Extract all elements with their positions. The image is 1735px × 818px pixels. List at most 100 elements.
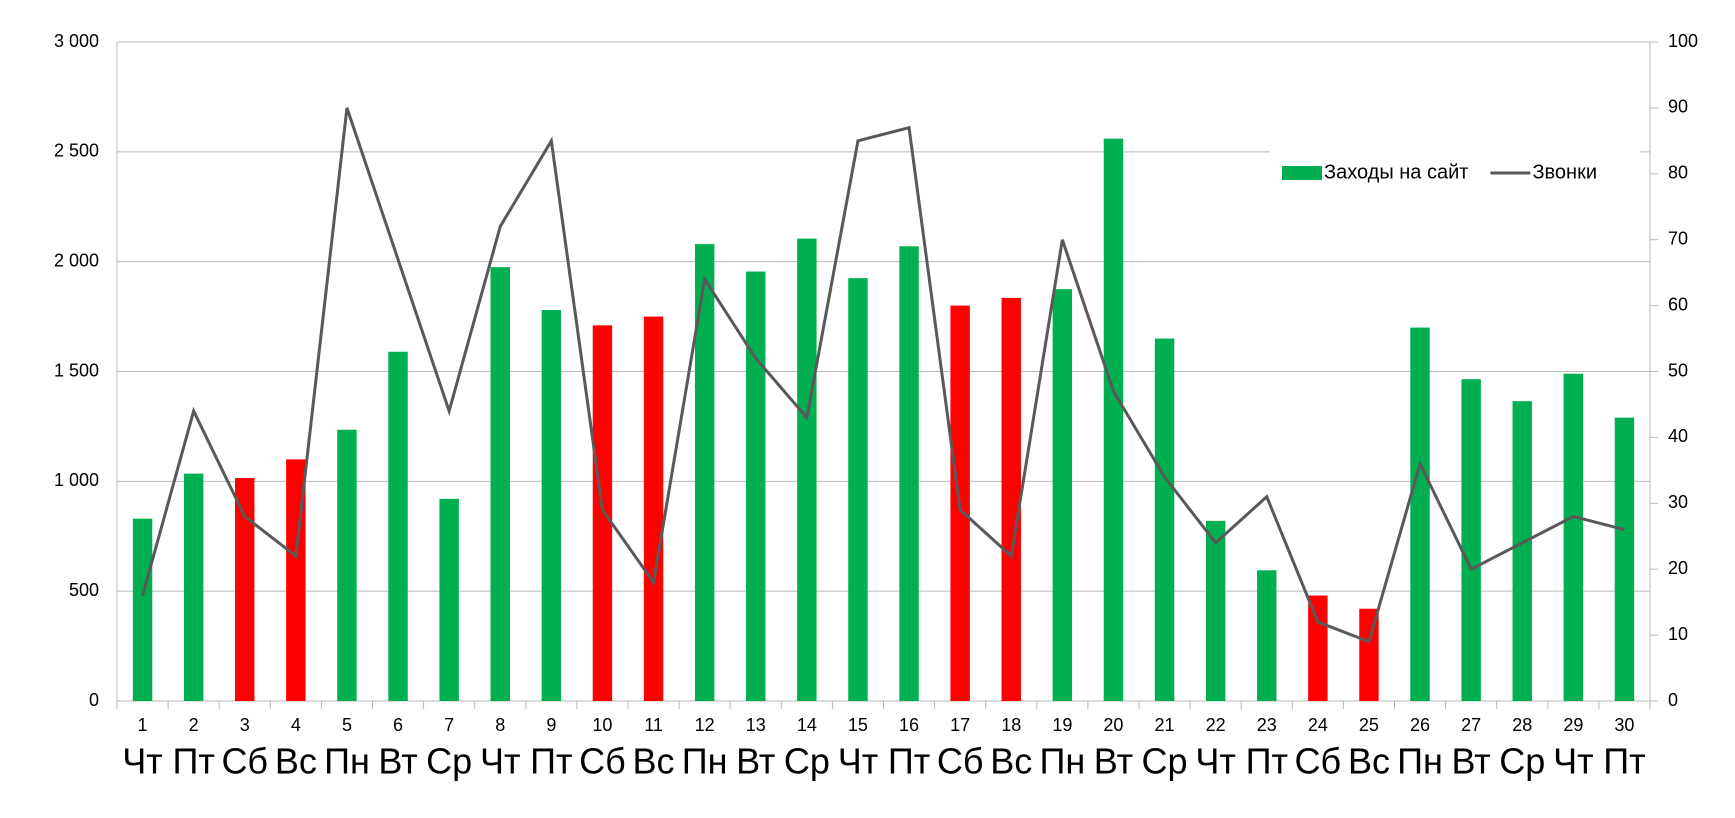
x-tick-label: 6 [393,715,403,735]
bar [1308,595,1328,701]
weekday-label: Чт [838,741,878,782]
legend-swatch [1282,166,1322,180]
x-tick-label: 3 [240,715,250,735]
weekday-label: Пт [172,741,214,782]
bar [1001,297,1021,701]
bar [337,429,357,701]
weekday-label: Вт [1094,741,1133,782]
y2-tick-label: 10 [1668,624,1688,644]
y2-tick-label: 60 [1668,294,1688,314]
bar [1461,379,1481,701]
weekday-label: Вс [990,741,1032,782]
x-tick-label: 16 [899,715,919,735]
bar [1512,401,1532,701]
legend-box [1270,148,1640,198]
weekday-label: Пн [682,741,728,782]
x-tick-label: 15 [848,715,868,735]
x-tick-label: 25 [1359,715,1379,735]
bar [132,518,153,701]
bar [1563,373,1584,701]
x-tick-label: 17 [950,715,970,735]
x-tick-label: 11 [644,715,663,735]
weekday-label: Вт [736,741,775,782]
weekday-label: Ср [426,741,472,782]
bar [235,478,255,701]
y-tick-label: 1 500 [54,360,99,380]
y-tick-label: 500 [69,580,99,600]
weekday-label: Вс [275,741,317,782]
y-tick-label: 1 000 [54,470,99,490]
bar [848,278,868,701]
bar [694,244,715,702]
x-tick-label: 24 [1308,715,1328,735]
y-tick-label: 0 [89,690,99,710]
bar [1103,138,1124,702]
x-tick-label: 10 [592,715,612,735]
weekday-label: Сб [937,741,984,782]
bar [592,325,613,701]
bar [1052,289,1073,701]
x-tick-label: 30 [1614,715,1634,735]
weekday-label: Ср [1499,741,1545,782]
weekday-label: Вт [1451,741,1490,782]
x-tick-label: 4 [291,715,301,735]
x-tick-label: 8 [495,715,505,735]
bar [1359,608,1379,701]
bar [388,351,408,701]
weekday-label: Чт [480,741,520,782]
x-tick-label: 2 [189,715,199,735]
x-tick-label: 7 [444,715,454,735]
x-tick-label: 21 [1155,715,1175,735]
bar [1410,327,1430,701]
bar [183,473,204,701]
weekday-label: Пн [324,741,370,782]
weekday-label: Пн [1397,741,1443,782]
weekday-label: Сб [1295,741,1342,782]
x-tick-label: 28 [1512,715,1532,735]
weekday-label: Сб [221,741,268,782]
y-tick-label: 3 000 [54,31,99,51]
weekday-label: Сб [579,741,626,782]
y2-tick-label: 70 [1668,228,1688,248]
x-tick-label: 5 [342,715,352,735]
x-tick-label: 18 [1001,715,1021,735]
y-tick-label: 2 500 [54,141,99,161]
bar [490,267,510,701]
y2-tick-label: 100 [1668,31,1698,51]
x-tick-label: 19 [1052,715,1072,735]
weekday-label: Чт [122,741,162,782]
x-tick-label: 1 [138,715,148,735]
x-tick-label: 13 [746,715,766,735]
y2-tick-label: 40 [1668,426,1688,446]
bar [1205,520,1226,701]
legend-label: Звонки [1532,161,1597,183]
weekday-label: Вс [1348,741,1390,782]
x-tick-label: 23 [1257,715,1277,735]
weekday-label: Пт [530,741,572,782]
weekday-label: Пт [1246,741,1288,782]
x-tick-label: 27 [1461,715,1481,735]
weekday-label: Ср [784,741,830,782]
x-tick-label: 26 [1410,715,1430,735]
bar [746,271,766,701]
y2-tick-label: 20 [1668,558,1688,578]
bar [541,309,562,701]
weekday-label: Вс [633,741,675,782]
bar [797,238,817,701]
x-tick-label: 9 [546,715,556,735]
y2-tick-label: 80 [1668,163,1688,183]
line [141,107,1625,644]
y2-tick-label: 90 [1668,97,1688,117]
legend-label: Заходы на сайт [1324,161,1468,183]
bar [1257,570,1277,701]
bar [643,316,664,701]
weekday-label: Пт [1603,741,1645,782]
x-tick-label: 14 [797,715,817,735]
bar [439,498,459,701]
weekday-label: Пн [1039,741,1085,782]
bar [1614,417,1635,701]
weekday-label: Чт [1553,741,1593,782]
y2-tick-label: 0 [1668,690,1678,710]
y2-tick-label: 50 [1668,360,1688,380]
